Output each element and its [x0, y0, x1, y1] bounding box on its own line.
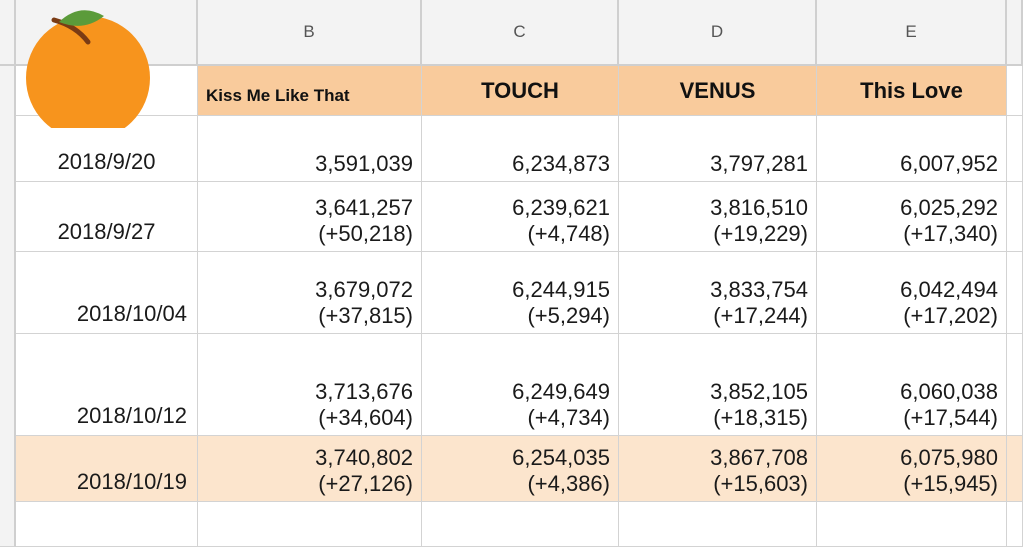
empty-cell[interactable] [1007, 252, 1023, 334]
empty-cell[interactable] [422, 502, 619, 547]
value-cell[interactable]: 3,833,754 (+17,244) [619, 252, 817, 334]
empty-cell[interactable] [817, 502, 1007, 547]
song-title-header[interactable]: Kiss Me Like That [198, 66, 422, 116]
column-header-e[interactable]: E [817, 0, 1007, 66]
value-cell[interactable]: 3,713,676 (+34,604) [198, 334, 422, 436]
value-cell[interactable]: 6,244,915 (+5,294) [422, 252, 619, 334]
delta-value: (+15,603) [713, 471, 808, 496]
total-value: 3,833,754 [710, 277, 808, 302]
total-value: 6,075,980 [900, 445, 998, 470]
empty-cell[interactable] [1007, 182, 1023, 252]
value-cell[interactable]: 3,816,510 (+19,229) [619, 182, 817, 252]
total-value: 6,007,952 [900, 151, 998, 176]
total-value: 6,249,649 [512, 379, 610, 404]
delta-value: (+27,126) [318, 471, 413, 496]
date-cell[interactable]: 2018/10/19 [16, 436, 198, 502]
delta-value: (+17,244) [713, 303, 808, 328]
value-cell[interactable]: 3,867,708 (+15,603) [619, 436, 817, 502]
value-cell[interactable]: 3,740,802 (+27,126) [198, 436, 422, 502]
total-value: 3,852,105 [710, 379, 808, 404]
delta-value: (+4,386) [527, 471, 610, 496]
value-cell[interactable]: 6,075,980 (+15,945) [817, 436, 1007, 502]
delta-value: (+19,229) [713, 221, 808, 246]
delta-value: (+17,202) [903, 303, 998, 328]
value-cell[interactable]: 6,007,952 [817, 116, 1007, 182]
delta-value: (+34,604) [318, 405, 413, 430]
total-value: 6,042,494 [900, 277, 998, 302]
column-header-c[interactable]: C [422, 0, 619, 66]
total-value: 3,816,510 [710, 195, 808, 220]
empty-cell[interactable] [1007, 334, 1023, 436]
total-value: 6,254,035 [512, 445, 610, 470]
total-value: 6,060,038 [900, 379, 998, 404]
total-value: 3,797,281 [710, 151, 808, 176]
orange-emoji-icon [26, 10, 150, 128]
corner-cell[interactable] [0, 0, 16, 66]
empty-cell[interactable] [1007, 66, 1023, 116]
empty-cell[interactable] [198, 502, 422, 547]
value-cell[interactable]: 6,239,621 (+4,748) [422, 182, 619, 252]
delta-value: (+4,734) [527, 405, 610, 430]
empty-cell[interactable] [1007, 502, 1023, 547]
row-header-column[interactable] [0, 66, 16, 547]
empty-cell[interactable] [1007, 116, 1023, 182]
value-cell[interactable]: 6,249,649 (+4,734) [422, 334, 619, 436]
delta-value: (+5,294) [527, 303, 610, 328]
delta-value: (+17,544) [903, 405, 998, 430]
total-value: 6,239,621 [512, 195, 610, 220]
total-value: 3,679,072 [315, 277, 413, 302]
value-cell[interactable]: 3,852,105 (+18,315) [619, 334, 817, 436]
delta-value: (+37,815) [318, 303, 413, 328]
total-value: 6,234,873 [512, 151, 610, 176]
date-cell[interactable]: 2018/10/12 [16, 334, 198, 436]
delta-value: (+15,945) [903, 471, 998, 496]
value-cell[interactable]: 6,234,873 [422, 116, 619, 182]
delta-value: (+18,315) [713, 405, 808, 430]
total-value: 3,713,676 [315, 379, 413, 404]
song-title-header[interactable]: This Love [817, 66, 1007, 116]
value-cell[interactable]: 6,042,494 (+17,202) [817, 252, 1007, 334]
empty-cell[interactable] [16, 502, 198, 547]
column-header-d[interactable]: D [619, 0, 817, 66]
total-value: 3,867,708 [710, 445, 808, 470]
song-title-header[interactable]: VENUS [619, 66, 817, 116]
empty-cell[interactable] [619, 502, 817, 547]
value-cell[interactable]: 3,679,072 (+37,815) [198, 252, 422, 334]
total-value: 6,244,915 [512, 277, 610, 302]
value-cell[interactable]: 6,060,038 (+17,544) [817, 334, 1007, 436]
date-cell[interactable]: 2018/9/20 [16, 116, 198, 182]
date-cell[interactable]: 2018/10/04 [16, 252, 198, 334]
delta-value: (+17,340) [903, 221, 998, 246]
column-header-f[interactable] [1007, 0, 1023, 66]
date-cell[interactable]: 2018/9/27 [16, 182, 198, 252]
empty-cell[interactable] [1007, 436, 1023, 502]
song-title-header[interactable]: TOUCH [422, 66, 619, 116]
value-cell[interactable]: 3,797,281 [619, 116, 817, 182]
value-cell[interactable]: 6,254,035 (+4,386) [422, 436, 619, 502]
column-header-b[interactable]: B [198, 0, 422, 66]
total-value: 3,740,802 [315, 445, 413, 470]
value-cell[interactable]: 3,641,257 (+50,218) [198, 182, 422, 252]
delta-value: (+50,218) [318, 221, 413, 246]
value-cell[interactable]: 6,025,292 (+17,340) [817, 182, 1007, 252]
value-cell[interactable]: 3,591,039 [198, 116, 422, 182]
total-value: 3,641,257 [315, 195, 413, 220]
delta-value: (+4,748) [527, 221, 610, 246]
total-value: 6,025,292 [900, 195, 998, 220]
total-value: 3,591,039 [315, 151, 413, 176]
